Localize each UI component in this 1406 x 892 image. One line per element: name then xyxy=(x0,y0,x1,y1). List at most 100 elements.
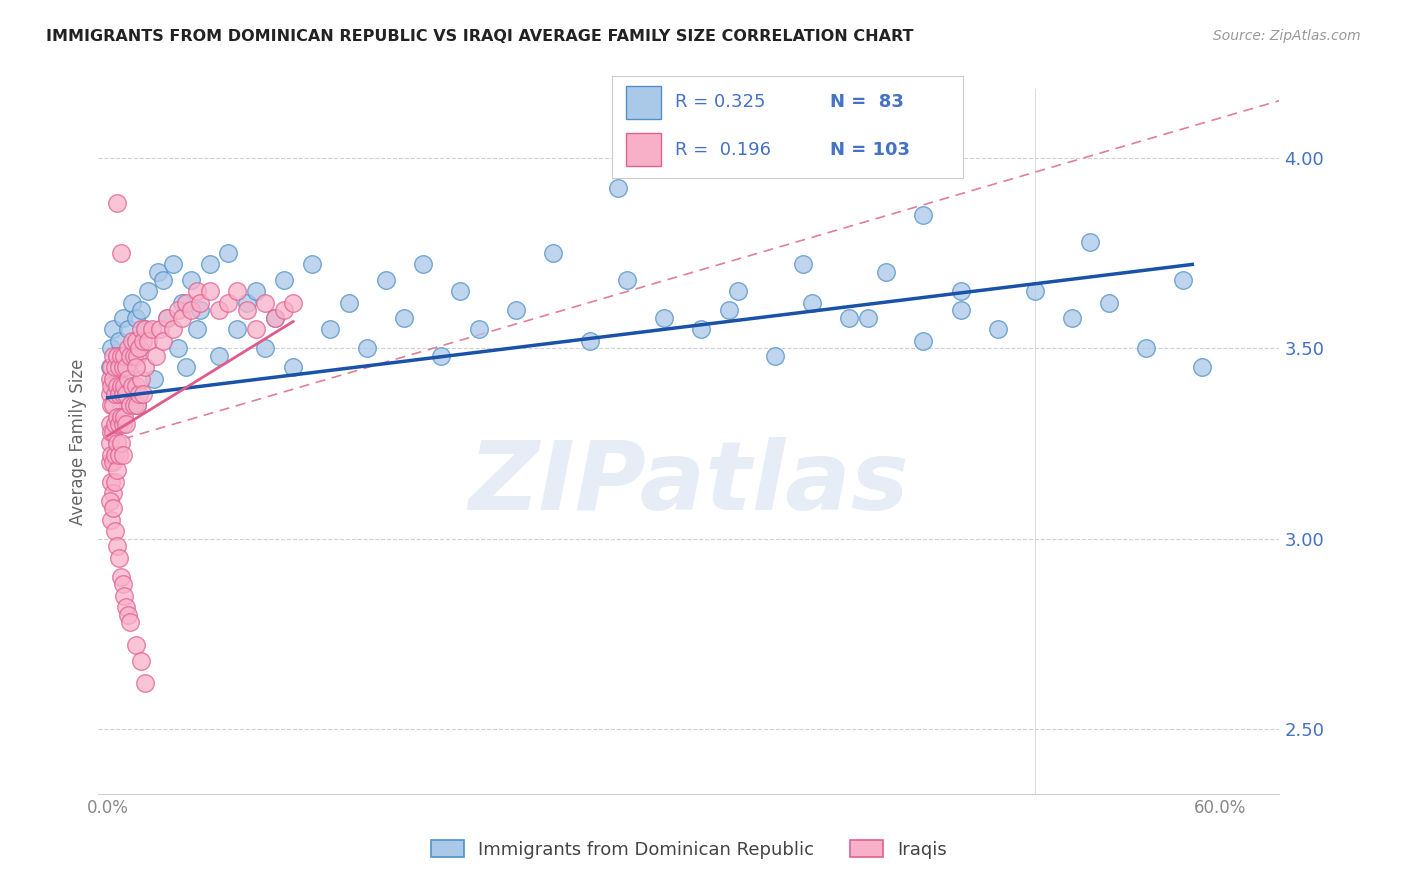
Point xyxy=(124,360,146,375)
Text: R = 0.325: R = 0.325 xyxy=(675,94,765,112)
Point xyxy=(121,334,143,348)
Point xyxy=(105,349,128,363)
Point xyxy=(652,310,675,325)
Point xyxy=(98,417,121,432)
Point xyxy=(98,360,121,375)
Point xyxy=(134,360,156,375)
Point xyxy=(170,310,193,325)
Point xyxy=(124,379,146,393)
Point xyxy=(112,379,135,393)
Point xyxy=(356,341,378,355)
Point xyxy=(541,246,564,260)
Point xyxy=(467,322,489,336)
Point xyxy=(319,322,342,336)
Point xyxy=(198,284,221,298)
Point xyxy=(115,360,138,375)
Point xyxy=(616,273,638,287)
Point xyxy=(235,303,257,318)
Point xyxy=(186,284,208,298)
Point xyxy=(245,322,267,336)
Point xyxy=(111,387,134,401)
Point xyxy=(100,475,122,489)
Point xyxy=(118,398,141,412)
Point xyxy=(117,322,139,336)
Point xyxy=(128,341,150,355)
Point xyxy=(281,360,304,375)
Point xyxy=(374,273,396,287)
Point xyxy=(727,284,749,298)
Point xyxy=(1060,310,1083,325)
Point xyxy=(180,303,202,318)
Point xyxy=(100,379,122,393)
Point xyxy=(98,387,121,401)
Text: N = 103: N = 103 xyxy=(830,141,910,159)
Point xyxy=(167,341,190,355)
Point xyxy=(122,349,145,363)
Point xyxy=(208,303,231,318)
Text: ZIPatlas: ZIPatlas xyxy=(468,437,910,531)
Point xyxy=(111,310,134,325)
Point xyxy=(394,310,416,325)
Point xyxy=(112,409,135,424)
Point xyxy=(105,379,128,393)
Point xyxy=(129,322,152,336)
Point xyxy=(949,284,972,298)
Point xyxy=(162,322,184,336)
Point xyxy=(281,295,304,310)
Point xyxy=(115,387,138,401)
Point xyxy=(105,409,128,424)
Point xyxy=(117,372,139,386)
Point xyxy=(128,387,150,401)
Point xyxy=(156,310,179,325)
Point xyxy=(105,372,128,386)
Point xyxy=(117,341,139,355)
Point xyxy=(98,493,121,508)
Point xyxy=(104,387,127,401)
Point xyxy=(1171,273,1194,287)
Point xyxy=(412,257,434,271)
Point xyxy=(152,273,174,287)
Point xyxy=(103,372,125,386)
Point xyxy=(162,257,184,271)
Point xyxy=(301,257,323,271)
Point xyxy=(108,334,131,348)
Point xyxy=(105,539,128,553)
Point xyxy=(110,570,132,584)
Point xyxy=(263,310,285,325)
Point xyxy=(1135,341,1157,355)
Point xyxy=(198,257,221,271)
Point xyxy=(134,322,156,336)
Point xyxy=(1098,295,1121,310)
Point xyxy=(103,455,125,469)
Point xyxy=(129,303,152,318)
Point xyxy=(112,379,135,393)
Point xyxy=(110,349,132,363)
Point xyxy=(111,417,134,432)
Point xyxy=(449,284,471,298)
Point xyxy=(134,322,156,336)
Point xyxy=(108,360,131,375)
Point xyxy=(170,295,193,310)
Text: IMMIGRANTS FROM DOMINICAN REPUBLIC VS IRAQI AVERAGE FAMILY SIZE CORRELATION CHAR: IMMIGRANTS FROM DOMINICAN REPUBLIC VS IR… xyxy=(46,29,914,45)
Point xyxy=(273,303,295,318)
Point xyxy=(110,398,132,412)
Point xyxy=(111,448,134,462)
Point xyxy=(115,360,138,375)
Text: N =  83: N = 83 xyxy=(830,94,904,112)
Point xyxy=(103,349,125,363)
Point xyxy=(856,310,879,325)
Point xyxy=(875,265,897,279)
Point xyxy=(110,246,132,260)
Point xyxy=(235,295,257,310)
Point xyxy=(245,284,267,298)
Point xyxy=(112,349,135,363)
FancyBboxPatch shape xyxy=(626,87,661,119)
Point xyxy=(217,246,239,260)
Point xyxy=(263,310,285,325)
Point xyxy=(100,398,122,412)
Point xyxy=(717,303,740,318)
Point xyxy=(149,322,172,336)
Point xyxy=(912,208,935,222)
Point xyxy=(103,425,125,439)
Point xyxy=(254,295,277,310)
